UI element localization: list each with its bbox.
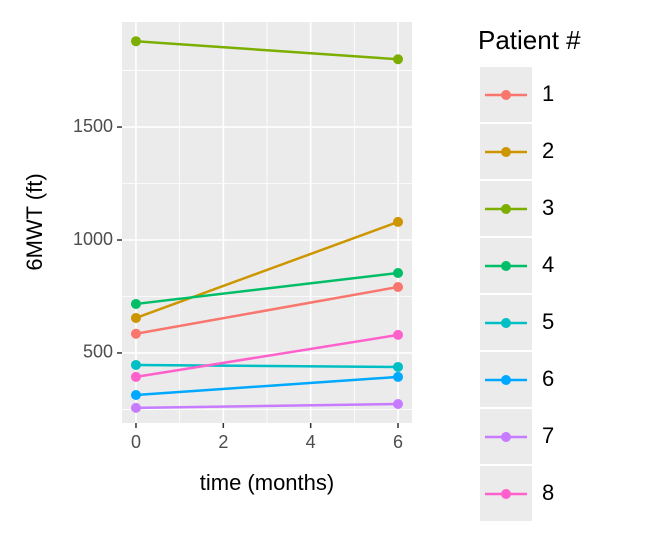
x-tick-label: 2 [218,432,228,452]
legend-point [501,375,511,385]
legend-point [501,90,511,100]
legend-label: 6 [542,366,554,391]
point [130,328,141,339]
point [393,216,404,227]
series-line [135,363,399,369]
point [393,329,404,340]
legend-label: 7 [542,423,554,448]
point [130,371,141,382]
legend: 1 2 3 4 5 6 7 8 [480,67,554,521]
legend-point [501,204,511,214]
point [393,54,404,65]
legend-point [501,432,511,442]
series-line [135,271,399,306]
point [393,361,404,372]
y-tick-label: 1500 [73,116,113,136]
legend-point [501,147,511,157]
legend-point [501,318,511,328]
series-line [135,220,399,320]
legend-label: 5 [542,309,554,334]
point [130,298,141,309]
legend-title: Patient # [478,25,581,55]
x-tick-label: 6 [393,432,403,452]
series-line [135,375,399,397]
series-line [135,39,399,61]
point [130,312,141,323]
point [130,402,141,413]
y-tick-label: 1000 [73,229,113,249]
legend-point [501,261,511,271]
series-line [135,402,399,410]
legend-point [501,489,511,499]
point [393,371,404,382]
plot [130,36,404,413]
legend-label: 2 [542,138,554,163]
legend-label: 4 [542,252,554,277]
point [130,359,141,370]
y-axis-title: 6MWT (ft) [22,173,47,270]
legend-label: 1 [542,81,554,106]
point [393,267,404,278]
x-axis-title: time (months) [200,470,334,495]
series-line [135,285,399,335]
x-tick-label: 4 [306,432,316,452]
legend-label: 8 [542,480,554,505]
point [393,399,404,410]
point [130,36,141,47]
x-tick-label: 0 [131,432,141,452]
point [393,281,404,292]
series-line [135,333,399,379]
legend-label: 3 [542,195,554,220]
y-tick-label: 500 [83,342,113,362]
point [130,389,141,400]
